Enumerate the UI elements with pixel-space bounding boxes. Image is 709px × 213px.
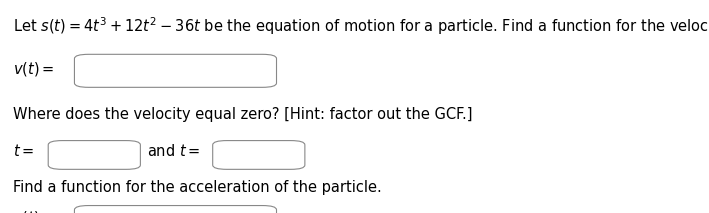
Text: Where does the velocity equal zero? [Hint: factor out the GCF.]: Where does the velocity equal zero? [Hin… xyxy=(13,106,472,121)
FancyBboxPatch shape xyxy=(74,54,277,87)
Text: $t =$: $t =$ xyxy=(13,143,34,159)
FancyBboxPatch shape xyxy=(48,141,140,169)
Text: $v(t) =$: $v(t) =$ xyxy=(13,60,54,78)
Text: Let $s(t) = 4t^3 + 12t^2 - 36t$ be the equation of motion for a particle. Find a: Let $s(t) = 4t^3 + 12t^2 - 36t$ be the e… xyxy=(13,15,709,37)
FancyBboxPatch shape xyxy=(213,141,305,169)
FancyBboxPatch shape xyxy=(74,206,277,213)
Text: Find a function for the acceleration of the particle.: Find a function for the acceleration of … xyxy=(13,180,381,195)
Text: and $t =$: and $t =$ xyxy=(147,143,201,159)
Text: $a(t) =$: $a(t) =$ xyxy=(13,209,55,213)
